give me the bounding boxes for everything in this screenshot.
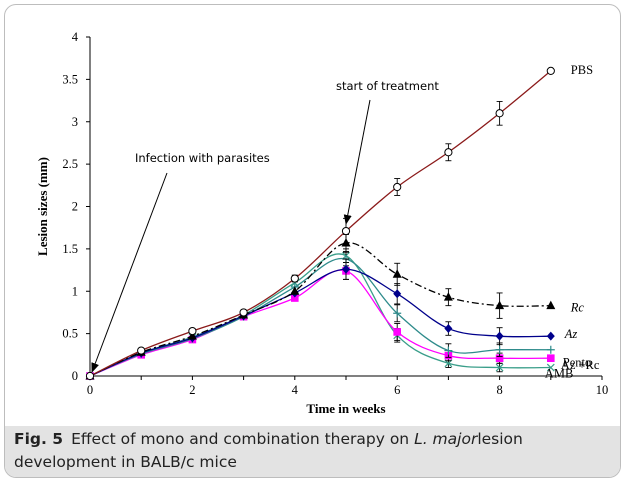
data-point <box>393 289 402 299</box>
series-label: PBS <box>571 63 593 77</box>
y-tick-label: 0 <box>72 369 78 383</box>
data-point <box>291 294 299 302</box>
data-point <box>495 109 504 118</box>
y-tick-label: 3 <box>72 115 78 129</box>
y-tick-label: 1.5 <box>62 242 78 256</box>
figure-label: Fig. 5 <box>14 430 64 448</box>
y-tick-label: 1 <box>72 284 78 298</box>
caption-band <box>5 426 620 477</box>
data-point <box>546 363 555 372</box>
data-point <box>137 346 146 355</box>
data-point <box>546 345 555 354</box>
data-point <box>546 300 556 310</box>
series-label: Pento <box>563 356 591 370</box>
annotation-infection: Infection with parasites <box>135 151 270 165</box>
series-line <box>89 269 551 377</box>
y-tick-label: 2.5 <box>62 157 78 171</box>
y-tick-label: 4 <box>72 30 79 44</box>
data-point <box>546 331 555 341</box>
data-point <box>290 286 300 295</box>
data-point <box>393 182 402 192</box>
annotation-treatment-arrow <box>343 99 371 225</box>
x-tick-label: 0 <box>87 383 93 397</box>
x-tick-label: 4 <box>292 383 299 397</box>
data-point <box>547 354 555 363</box>
series-label: AMB <box>545 367 573 381</box>
data-point <box>444 324 453 334</box>
series-az-rc <box>86 261 555 380</box>
data-point <box>495 363 504 372</box>
x-tick-label: 8 <box>496 383 502 397</box>
data-point <box>443 292 453 301</box>
data-point <box>495 354 504 363</box>
caption-text-pre: Effect of mono and combination therapy o… <box>71 430 415 448</box>
data-point <box>393 309 402 318</box>
series-az <box>86 258 555 381</box>
x-tick-label: 2 <box>189 383 195 397</box>
x-tick-label: 6 <box>394 383 400 397</box>
series-pbs <box>85 66 555 381</box>
series-line <box>89 257 551 377</box>
series-line <box>89 70 552 377</box>
data-point <box>546 66 555 76</box>
data-point <box>187 331 197 340</box>
x-axis-label: Time in weeks <box>306 401 385 416</box>
chart-axes: 0 0.5 1 1.5 2 2.5 3 3.5 4 0 2 4 6 8 10 Time in weeks Les… <box>35 30 608 416</box>
y-tick-label: 2 <box>72 200 78 214</box>
data-point <box>495 331 504 341</box>
data-point <box>342 264 350 274</box>
chart-series <box>85 66 556 381</box>
series-label: Az <box>564 327 578 341</box>
data-point <box>444 148 453 157</box>
data-point <box>239 308 248 317</box>
data-point <box>341 226 351 236</box>
caption-text-species: L. major <box>414 430 478 448</box>
data-point <box>495 345 504 354</box>
figure-frame: 0 0.5 1 1.5 2 2.5 3 3.5 4 0 2 4 6 8 10 Time in weeks Les… <box>4 4 621 478</box>
x-tick-label: 10 <box>596 383 609 397</box>
data-point <box>188 326 197 336</box>
data-point <box>393 328 401 336</box>
y-tick-label: 3.5 <box>62 72 78 86</box>
annotation-infection-arrow <box>91 172 168 373</box>
series-label: Rc <box>570 301 585 315</box>
series-label: Az +Rc <box>561 358 600 372</box>
chart-annotations: Infection with parasites start of treatme… <box>91 79 439 373</box>
series-line <box>89 268 551 377</box>
caption-text-post: lesion development in BALB/c mice <box>14 430 523 471</box>
y-tick-label: 0.5 <box>62 327 78 341</box>
series-line <box>89 242 551 377</box>
figure-caption: Fig. 5 Effect of mono and combination the… <box>14 428 614 474</box>
line-chart: 0 0.5 1 1.5 2 2.5 3 3.5 4 0 2 4 6 8 10 Time in weeks Les… <box>35 30 608 416</box>
data-point <box>290 274 299 283</box>
data-point <box>392 269 402 278</box>
y-axis-label: Lesion sizes (mm) <box>35 157 50 256</box>
data-point <box>444 346 453 355</box>
data-point <box>495 300 505 310</box>
series-pento <box>86 251 555 380</box>
annotation-treatment: start of treatment <box>336 79 439 93</box>
data-point <box>85 371 95 381</box>
